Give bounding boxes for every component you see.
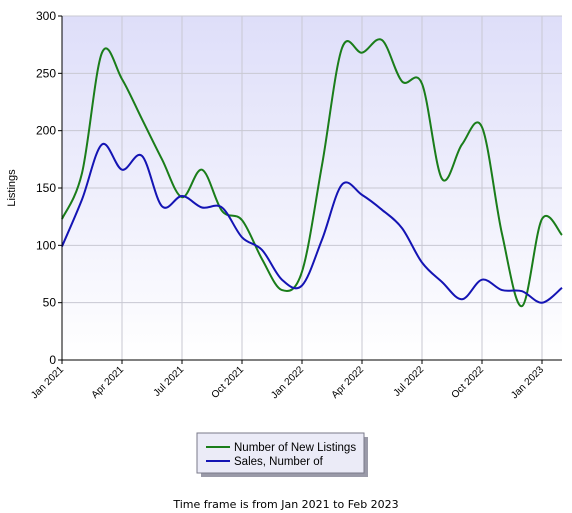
y-tick-label: 50 bbox=[43, 296, 57, 310]
x-tick-label: Jan 2022 bbox=[269, 364, 306, 401]
y-tick-label: 300 bbox=[36, 9, 56, 23]
x-tick-label: Jul 2021 bbox=[152, 364, 187, 399]
x-tick-label: Apr 2022 bbox=[330, 364, 367, 401]
legend-label-sales: Sales, Number of bbox=[234, 456, 324, 468]
y-tick-label: 100 bbox=[36, 238, 56, 252]
timeframe-footer: Time frame is from Jan 2021 to Feb 2023 bbox=[173, 498, 399, 511]
x-axis-ticks: Jan 2021 Apr 2021 Jul 2021 Oct 2021 Jan 2022… bbox=[29, 360, 546, 401]
x-tick-label: Oct 2022 bbox=[450, 364, 487, 401]
legend-label-new-listings: Number of New Listings bbox=[234, 442, 356, 454]
y-tick-label: 150 bbox=[36, 181, 56, 195]
grid-lines bbox=[61, 15, 562, 360]
series-lines bbox=[61, 38, 563, 308]
legend: Number of New Listings Sales, Number of bbox=[196, 432, 368, 477]
x-tick-label: Apr 2021 bbox=[90, 364, 127, 401]
x-tick-label: Jul 2022 bbox=[392, 364, 427, 399]
series-line-sales bbox=[61, 142, 563, 304]
y-tick-label: 250 bbox=[36, 66, 56, 80]
x-tick-label: Jan 2023 bbox=[509, 364, 546, 401]
x-tick-label: Oct 2021 bbox=[210, 364, 247, 401]
y-tick-label: 0 bbox=[49, 353, 56, 367]
y-axis-title: Listings bbox=[6, 169, 18, 207]
x-tick-label: Jan 2021 bbox=[29, 364, 66, 401]
series-line-new-listings bbox=[61, 38, 563, 308]
y-axis-ticks: 0 50 100 150 200 250 300 bbox=[36, 9, 62, 367]
y-tick-label: 200 bbox=[36, 124, 56, 138]
